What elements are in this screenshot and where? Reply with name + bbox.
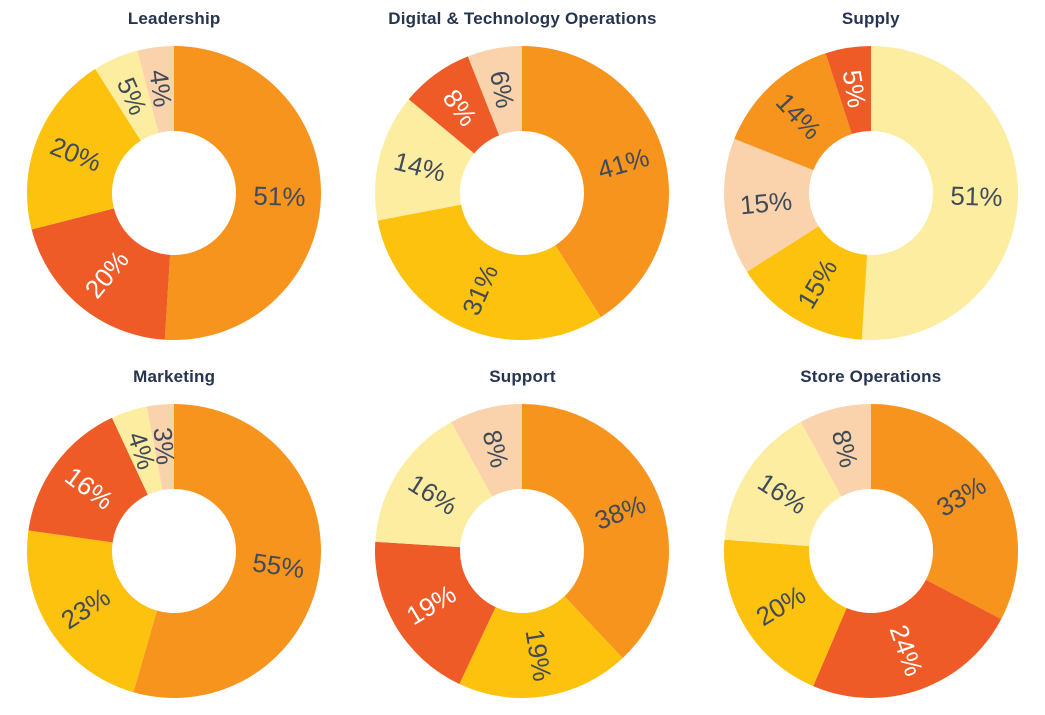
chart-title: Leadership (127, 9, 221, 28)
donut-chart-marketing: 55%23%16%4%3% (27, 403, 322, 698)
donut-slice (812, 579, 1002, 698)
donut-slice (375, 99, 475, 221)
chart-cell-leadership: Leadership 51% 20% 20% 5% 4% (0, 0, 348, 358)
donut-slice (378, 204, 602, 341)
donut-slice (870, 403, 1018, 619)
donut-slice (522, 403, 670, 658)
donut-slice (27, 68, 141, 230)
donut-slice (746, 226, 867, 340)
donut-slice (734, 53, 852, 171)
donut-chart-store-operations: 33%24%20%16%8% (723, 403, 1018, 698)
chart-title: Supply (841, 9, 900, 28)
donut-slice (137, 46, 175, 133)
donut-slice (28, 417, 149, 542)
slice-label: 4% (144, 68, 178, 109)
slice-label: 5% (837, 68, 873, 110)
donut-slice (164, 46, 322, 341)
donut-slice (723, 539, 847, 686)
donut-slice (723, 138, 819, 272)
slice-label: 51% (253, 181, 306, 213)
donut-slice (375, 541, 497, 684)
chart-title: Digital & Technology Operations (388, 9, 657, 28)
donut-slice (409, 56, 500, 154)
donut-chart-digital-technology-operations: 41%31%14%8% 6% (375, 46, 670, 341)
slice-label: 6% (484, 68, 521, 111)
donut-slice (133, 403, 322, 698)
chart-cell-store-operations: Store Operations 33% 24% 20% 16% 8% (697, 358, 1045, 715)
donut-slice (27, 529, 158, 692)
chart-title: Store Operations (800, 366, 942, 386)
slice-label: 15% (738, 186, 793, 221)
slice-label: 55% (251, 547, 307, 584)
slice-label: 3% (148, 425, 181, 465)
donut-slice (459, 595, 624, 698)
chart-cell-support: Support 38% 19% 19% 16% 8% (348, 358, 696, 715)
donut-slice (451, 403, 523, 497)
donut-chart-support: 38%19%19%16%8% (375, 403, 670, 698)
donut-slice (375, 421, 493, 547)
chart-cell-supply: Supply 51% 15% 15% 14% 5% (697, 0, 1045, 358)
donut-slice (724, 421, 842, 546)
chart-cell-digital-technology-operations: Digital & Technology Operations 41% 31% 14… (348, 0, 696, 358)
donut-chart-supply: 51%15%15%14% 5% (723, 46, 1018, 341)
donut-slice (825, 46, 871, 135)
chart-title: Marketing (133, 366, 216, 386)
donut-slice (31, 208, 171, 340)
donut-chart-leadership: 51%20%20%5%4% (27, 46, 322, 341)
donut-slice (468, 46, 523, 136)
chart-cell-marketing: Marketing 55% 23% 16% 4% 3% (0, 358, 348, 715)
chart-title: Support (489, 366, 556, 386)
donut-slice (112, 406, 163, 495)
slice-label: 51% (950, 181, 1003, 213)
donut-slice (146, 403, 175, 490)
donut-slice (861, 46, 1018, 341)
donut-slice (800, 403, 871, 497)
donut-slice (95, 50, 159, 141)
donut-slice (522, 46, 670, 318)
